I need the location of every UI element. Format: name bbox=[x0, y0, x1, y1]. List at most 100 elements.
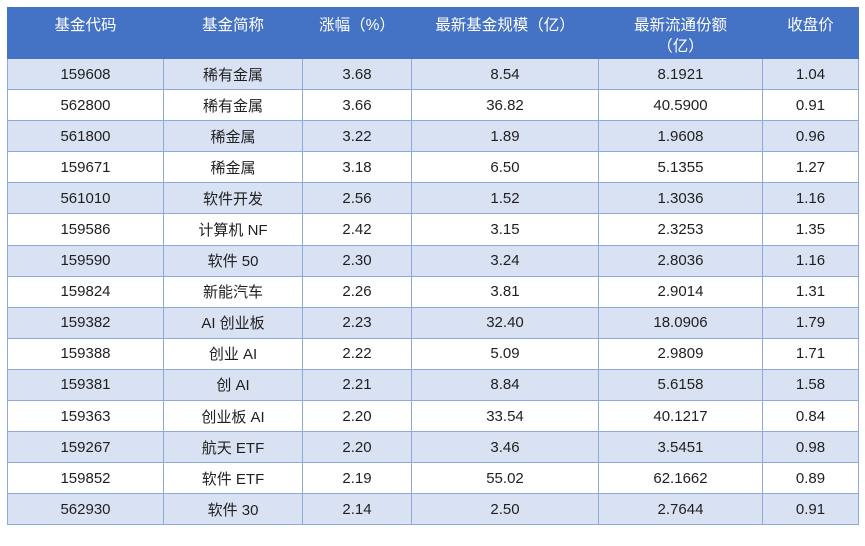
cell-change-pct: 2.21 bbox=[302, 368, 412, 402]
cell-change-pct: 2.23 bbox=[302, 306, 412, 339]
cell-fund-code: 159363 bbox=[7, 400, 164, 433]
cell-fund-size: 1.89 bbox=[411, 120, 599, 153]
cell-fund-size: 33.54 bbox=[411, 400, 599, 433]
cell-fund-code: 561800 bbox=[7, 120, 164, 153]
cell-close-price: 0.89 bbox=[762, 462, 859, 495]
cell-close-price: 0.91 bbox=[762, 493, 859, 526]
cell-fund-name: 创业板 AI bbox=[163, 400, 303, 433]
cell-fund-size: 1.52 bbox=[411, 182, 599, 215]
cell-close-price: 1.27 bbox=[762, 151, 859, 184]
cell-circulating-shares: 2.9809 bbox=[598, 337, 763, 370]
cell-fund-name: 创业 AI bbox=[163, 337, 303, 370]
cell-circulating-shares: 8.1921 bbox=[598, 57, 763, 91]
cell-fund-name: AI 创业板 bbox=[163, 306, 303, 339]
cell-fund-code: 159608 bbox=[7, 57, 164, 91]
cell-fund-code: 562930 bbox=[7, 493, 164, 526]
cell-circulating-shares: 18.0906 bbox=[598, 306, 763, 339]
table-row: 159586 计算机 NF 2.42 3.15 2.3253 1.35 bbox=[7, 213, 859, 246]
cell-close-price: 1.31 bbox=[762, 275, 859, 308]
cell-close-price: 0.96 bbox=[762, 120, 859, 153]
cell-change-pct: 2.56 bbox=[302, 182, 412, 215]
cell-circulating-shares: 1.9608 bbox=[598, 120, 763, 153]
cell-change-pct: 2.26 bbox=[302, 275, 412, 308]
cell-close-price: 1.71 bbox=[762, 337, 859, 370]
cell-fund-size: 55.02 bbox=[411, 462, 599, 495]
cell-fund-name: 稀金属 bbox=[163, 120, 303, 153]
cell-circulating-shares: 1.3036 bbox=[598, 182, 763, 215]
table-row: 159852 软件 ETF 2.19 55.02 62.1662 0.89 bbox=[7, 462, 859, 495]
cell-circulating-shares: 40.5900 bbox=[598, 89, 763, 122]
cell-close-price: 1.58 bbox=[762, 368, 859, 402]
cell-circulating-shares: 2.9014 bbox=[598, 275, 763, 308]
header-circulating-shares: 最新流通份额 （亿） bbox=[598, 7, 763, 59]
cell-change-pct: 3.68 bbox=[302, 57, 412, 91]
table-row: 562800 稀有金属 3.66 36.82 40.5900 0.91 bbox=[7, 89, 859, 122]
cell-close-price: 1.16 bbox=[762, 182, 859, 215]
cell-fund-code: 561010 bbox=[7, 182, 164, 215]
cell-change-pct: 2.22 bbox=[302, 337, 412, 370]
cell-close-price: 0.98 bbox=[762, 431, 859, 464]
table-header: 基金代码 基金简称 涨幅（%） 最新基金规模（亿） 最新流通份额 （亿） 收盘价 bbox=[7, 7, 859, 59]
cell-close-price: 1.35 bbox=[762, 213, 859, 246]
cell-fund-name: 航天 ETF bbox=[163, 431, 303, 464]
cell-circulating-shares: 2.7644 bbox=[598, 493, 763, 526]
cell-circulating-shares: 40.1217 bbox=[598, 400, 763, 433]
header-fund-code: 基金代码 bbox=[7, 7, 164, 59]
cell-change-pct: 2.14 bbox=[302, 493, 412, 526]
cell-change-pct: 3.22 bbox=[302, 120, 412, 153]
cell-fund-name: 软件开发 bbox=[163, 182, 303, 215]
cell-change-pct: 2.19 bbox=[302, 462, 412, 495]
cell-circulating-shares: 2.3253 bbox=[598, 213, 763, 246]
cell-fund-name: 计算机 NF bbox=[163, 213, 303, 246]
table-row: 159363 创业板 AI 2.20 33.54 40.1217 0.84 bbox=[7, 400, 859, 433]
cell-fund-size: 3.46 bbox=[411, 431, 599, 464]
cell-close-price: 0.84 bbox=[762, 400, 859, 433]
cell-change-pct: 2.42 bbox=[302, 213, 412, 246]
cell-fund-size: 3.24 bbox=[411, 244, 599, 277]
cell-fund-code: 159852 bbox=[7, 462, 164, 495]
cell-change-pct: 3.66 bbox=[302, 89, 412, 122]
table-row: 159824 新能汽车 2.26 3.81 2.9014 1.31 bbox=[7, 275, 859, 308]
header-row: 基金代码 基金简称 涨幅（%） 最新基金规模（亿） 最新流通份额 （亿） 收盘价 bbox=[7, 7, 859, 59]
cell-fund-size: 3.81 bbox=[411, 275, 599, 308]
cell-close-price: 1.79 bbox=[762, 306, 859, 339]
fund-table: 基金代码 基金简称 涨幅（%） 最新基金规模（亿） 最新流通份额 （亿） 收盘价… bbox=[7, 7, 859, 526]
cell-fund-name: 稀有金属 bbox=[163, 89, 303, 122]
cell-fund-size: 6.50 bbox=[411, 151, 599, 184]
cell-close-price: 0.91 bbox=[762, 89, 859, 122]
cell-fund-name: 软件 50 bbox=[163, 244, 303, 277]
cell-fund-code: 562800 bbox=[7, 89, 164, 122]
table-row: 159381 创 AI 2.21 8.84 5.6158 1.58 bbox=[7, 368, 859, 402]
table-row: 159388 创业 AI 2.22 5.09 2.9809 1.71 bbox=[7, 337, 859, 370]
cell-fund-code: 159267 bbox=[7, 431, 164, 464]
cell-fund-code: 159590 bbox=[7, 244, 164, 277]
cell-fund-code: 159586 bbox=[7, 213, 164, 246]
header-fund-name: 基金简称 bbox=[163, 7, 303, 59]
cell-close-price: 1.04 bbox=[762, 57, 859, 91]
cell-fund-name: 软件 ETF bbox=[163, 462, 303, 495]
cell-change-pct: 2.20 bbox=[302, 431, 412, 464]
table-body: 159608 稀有金属 3.68 8.54 8.1921 1.04 562800 稀有金属 3.… bbox=[7, 57, 859, 526]
table-row: 562930 软件 30 2.14 2.50 2.7644 0.91 bbox=[7, 493, 859, 526]
cell-fund-name: 创 AI bbox=[163, 368, 303, 402]
cell-close-price: 1.16 bbox=[762, 244, 859, 277]
cell-fund-size: 8.54 bbox=[411, 57, 599, 91]
cell-fund-name: 稀金属 bbox=[163, 151, 303, 184]
cell-change-pct: 2.30 bbox=[302, 244, 412, 277]
cell-fund-name: 软件 30 bbox=[163, 493, 303, 526]
cell-fund-size: 5.09 bbox=[411, 337, 599, 370]
cell-fund-size: 36.82 bbox=[411, 89, 599, 122]
cell-fund-name: 稀有金属 bbox=[163, 57, 303, 91]
cell-fund-size: 32.40 bbox=[411, 306, 599, 339]
header-fund-size: 最新基金规模（亿） bbox=[411, 7, 599, 59]
cell-fund-code: 159382 bbox=[7, 306, 164, 339]
table-row: 159671 稀金属 3.18 6.50 5.1355 1.27 bbox=[7, 151, 859, 184]
cell-circulating-shares: 5.6158 bbox=[598, 368, 763, 402]
header-change-pct: 涨幅（%） bbox=[302, 7, 412, 59]
cell-circulating-shares: 62.1662 bbox=[598, 462, 763, 495]
cell-circulating-shares: 3.5451 bbox=[598, 431, 763, 464]
table-row: 159608 稀有金属 3.68 8.54 8.1921 1.04 bbox=[7, 57, 859, 91]
cell-change-pct: 2.20 bbox=[302, 400, 412, 433]
fund-table-container: 基金代码 基金简称 涨幅（%） 最新基金规模（亿） 最新流通份额 （亿） 收盘价… bbox=[7, 7, 859, 526]
table-row: 561010 软件开发 2.56 1.52 1.3036 1.16 bbox=[7, 182, 859, 215]
